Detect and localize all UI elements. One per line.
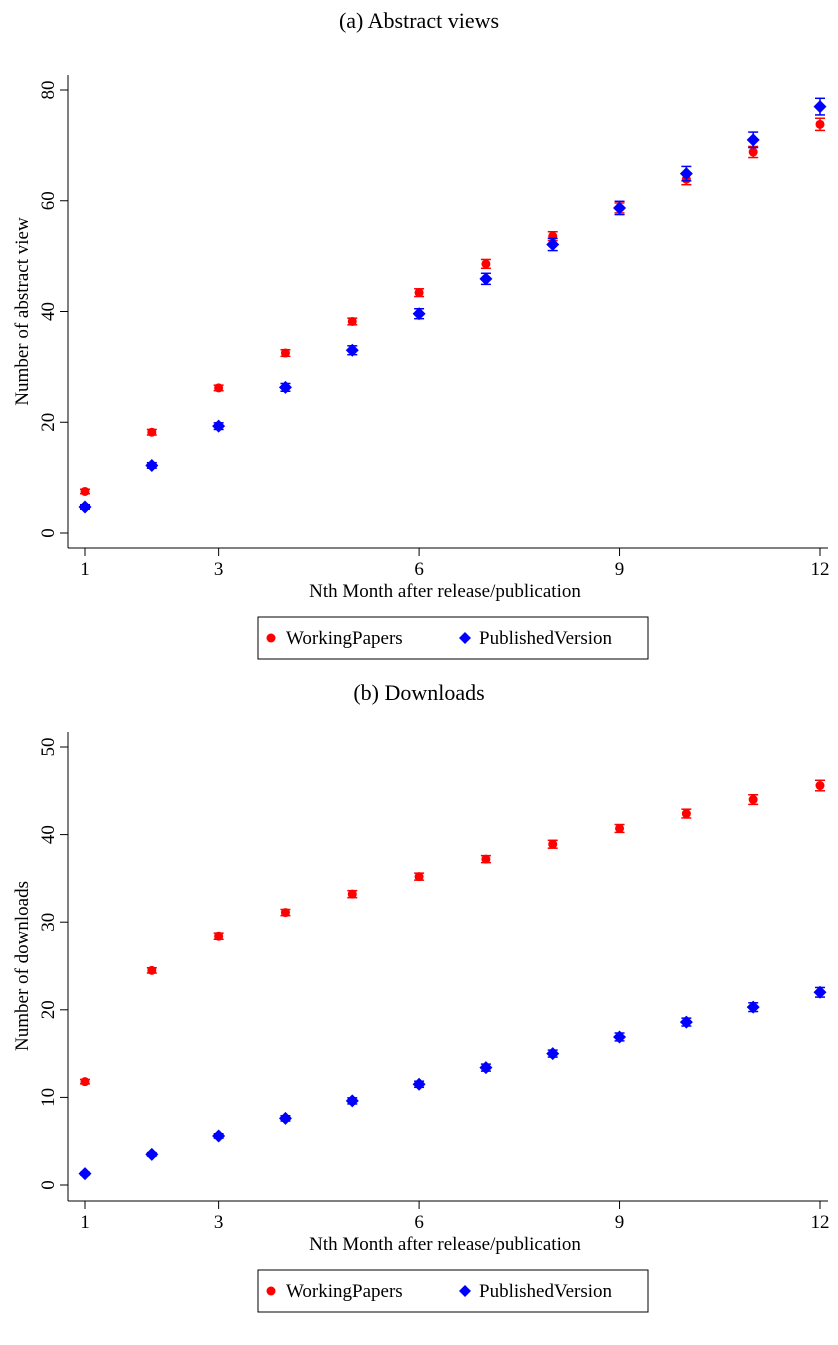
- data-point-diamond: [479, 1061, 493, 1075]
- abstract-views-chart: 0 20 40 60 80 1 3 6 9 12 Nth Month after release/p…: [12, 75, 830, 660]
- data-point-circle: [147, 965, 157, 975]
- y-tick-label: 30: [38, 913, 59, 932]
- data-point-diamond: [813, 100, 827, 114]
- data-point-diamond: [679, 1015, 693, 1029]
- legend-marker-diamond: [459, 632, 471, 644]
- data-point-diamond: [345, 1094, 359, 1108]
- y-axis-title: Number of abstract view: [12, 217, 33, 406]
- chart-title: (b) Downloads: [353, 680, 485, 705]
- y-tick-label: 80: [38, 81, 59, 100]
- y-tick-label: 20: [38, 413, 59, 432]
- x-tick-label: 3: [214, 559, 224, 580]
- legend-label: WorkingPapers: [286, 628, 403, 649]
- x-tick-label: 6: [414, 1212, 424, 1233]
- series-PublishedVersion: [78, 97, 827, 514]
- data-point-diamond: [212, 1129, 226, 1143]
- y-tick-label: 0: [38, 1180, 59, 1190]
- data-point-circle: [280, 348, 290, 358]
- data-point-circle: [481, 854, 491, 864]
- y-tick-label: 10: [38, 1088, 59, 1107]
- data-point-diamond: [679, 167, 693, 181]
- data-point-diamond: [746, 1000, 760, 1014]
- data-point-diamond: [278, 380, 292, 394]
- x-tick-label: 9: [615, 1212, 625, 1233]
- chart-panel-downloads: (b) Downloads 0 10 20 30 40 50 1 3 6 9 12 Nth Month…: [0, 672, 838, 1345]
- data-point-diamond: [78, 1167, 92, 1181]
- data-point-diamond: [278, 1111, 292, 1125]
- data-point-circle: [280, 908, 290, 918]
- x-tick-label: 1: [80, 1212, 90, 1233]
- series-WorkingPapers: [80, 117, 825, 496]
- legend-label: PublishedVersion: [479, 1281, 613, 1302]
- data-point-circle: [347, 889, 357, 899]
- data-point-circle: [80, 486, 90, 496]
- data-point-circle: [414, 872, 424, 882]
- data-point-circle: [681, 809, 691, 819]
- data-point-diamond: [145, 1147, 159, 1161]
- data-point-circle: [481, 259, 491, 269]
- data-point-diamond: [345, 343, 359, 357]
- x-axis-title: Nth Month after release/publication: [309, 581, 581, 602]
- data-point-circle: [548, 839, 558, 849]
- data-point-circle: [80, 1077, 90, 1087]
- data-point-diamond: [613, 201, 627, 215]
- data-point-circle: [815, 781, 825, 791]
- series-PublishedVersion: [78, 985, 827, 1181]
- data-point-diamond: [546, 1047, 560, 1061]
- data-point-circle: [147, 427, 157, 437]
- legend-marker-circle: [266, 633, 276, 643]
- x-tick-label: 12: [811, 559, 830, 580]
- legend-marker-diamond: [459, 1285, 471, 1297]
- legend-label: PublishedVersion: [479, 628, 613, 649]
- x-tick-label: 6: [414, 559, 424, 580]
- y-tick-label: 40: [38, 302, 59, 321]
- chart-title: (a) Abstract views: [338, 8, 500, 33]
- data-point-diamond: [212, 419, 226, 433]
- data-point-circle: [214, 383, 224, 393]
- legend: WorkingPapers PublishedVersion: [257, 1269, 649, 1313]
- x-tick-label: 12: [811, 1212, 830, 1233]
- legend-box: [257, 616, 649, 660]
- y-tick-label: 40: [38, 825, 59, 844]
- data-point-diamond: [479, 272, 493, 286]
- legend: WorkingPapers PublishedVersion: [257, 616, 649, 660]
- data-point-diamond: [145, 458, 159, 472]
- data-point-circle: [748, 795, 758, 805]
- data-point-diamond: [412, 1077, 426, 1091]
- data-point-circle: [748, 147, 758, 157]
- x-axis-title: Nth Month after release/publication: [309, 1234, 581, 1255]
- y-tick-label: 60: [38, 191, 59, 210]
- data-point-circle: [815, 119, 825, 129]
- y-tick-label: 50: [38, 738, 59, 757]
- data-point-diamond: [813, 985, 827, 999]
- y-axis-title: Number of downloads: [12, 881, 33, 1051]
- x-tick-label: 9: [615, 559, 625, 580]
- y-tick-label: 0: [38, 528, 59, 538]
- x-tick-label: 3: [214, 1212, 224, 1233]
- data-point-circle: [214, 931, 224, 941]
- data-point-diamond: [78, 500, 92, 514]
- data-point-diamond: [412, 307, 426, 321]
- data-point-circle: [347, 316, 357, 326]
- legend-label: WorkingPapers: [286, 1281, 403, 1302]
- data-point-diamond: [746, 133, 760, 147]
- data-point-diamond: [613, 1030, 627, 1044]
- data-point-circle: [615, 823, 625, 833]
- chart-panel-abstract-views: (a) Abstract views 0 20 40 60 80 1 3 6 9 12 Nth Mo…: [0, 0, 838, 672]
- legend-marker-circle: [266, 1286, 276, 1296]
- legend-box: [257, 1269, 649, 1313]
- downloads-chart: 0 10 20 30 40 50 1 3 6 9 12 Nth Month after release…: [12, 732, 830, 1313]
- y-tick-label: 20: [38, 1000, 59, 1019]
- data-point-diamond: [546, 237, 560, 251]
- x-tick-label: 1: [80, 559, 90, 580]
- series-WorkingPapers: [80, 779, 825, 1087]
- data-point-circle: [414, 288, 424, 298]
